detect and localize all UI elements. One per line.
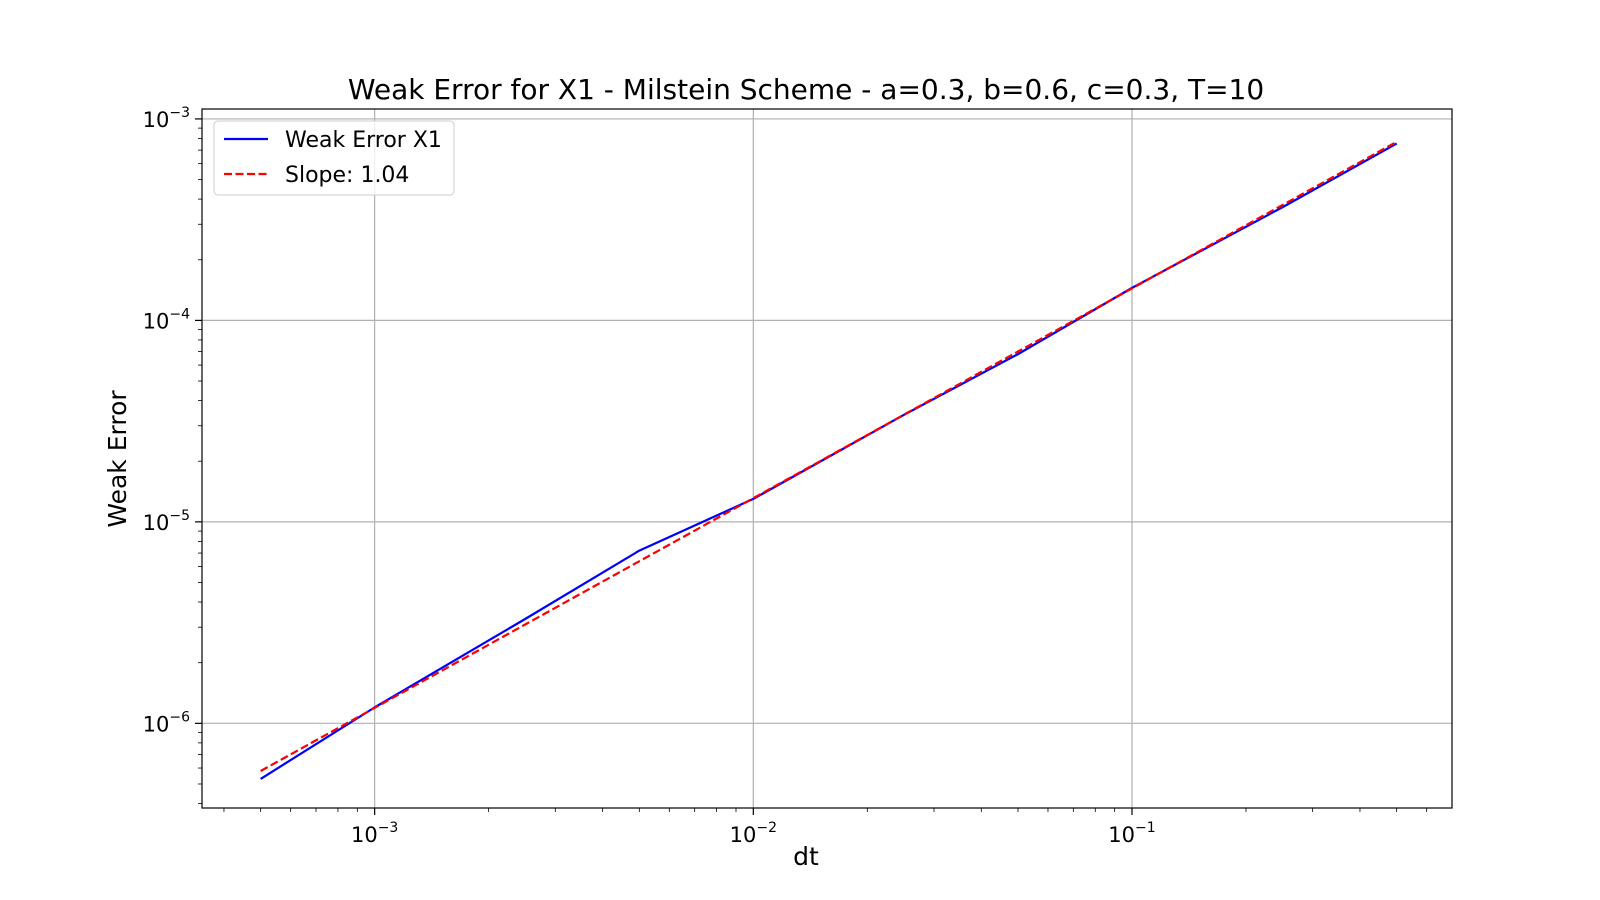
x-tick-label: 10−1 <box>1108 820 1155 847</box>
y-tick-base: 10 <box>143 108 170 132</box>
y-tick-exponent: −4 <box>169 306 190 322</box>
legend-label-2: Slope: 1.04 <box>285 163 409 188</box>
series-line-2 <box>260 140 1398 772</box>
y-tick-label: 10−3 <box>143 105 190 132</box>
y-tick-exponent: −6 <box>169 709 190 725</box>
x-tick-exponent: −1 <box>1135 820 1156 836</box>
x-tick-label: 10−3 <box>351 820 398 847</box>
y-tick-label: 10−6 <box>143 709 190 736</box>
legend-box <box>213 120 455 196</box>
series-line-1 <box>260 142 1398 780</box>
x-tick-base: 10 <box>1108 823 1135 847</box>
y-tick-exponent: −5 <box>169 508 190 524</box>
legend-label-1: Weak Error X1 <box>285 128 442 153</box>
y-tick-base: 10 <box>143 712 170 736</box>
y-tick-base: 10 <box>143 511 170 535</box>
chart-title: Weak Error for X1 - Milstein Scheme - a=… <box>348 73 1264 106</box>
x-tick-label: 10−2 <box>730 820 777 847</box>
y-axis-label: Weak Error <box>103 390 132 528</box>
legend: Weak Error X1 Slope: 1.04 <box>213 120 455 196</box>
y-tick-label: 10−4 <box>143 306 190 333</box>
x-tick-exponent: −3 <box>378 820 399 836</box>
x-axis: 10−3 10−2 10−1 <box>223 808 1428 847</box>
y-tick-exponent: −3 <box>169 105 190 121</box>
x-tick-base: 10 <box>730 823 757 847</box>
y-tick-base: 10 <box>143 309 170 333</box>
x-axis-label: dt <box>793 842 819 871</box>
grid <box>202 109 1452 808</box>
y-tick-label: 10−5 <box>143 508 190 535</box>
y-axis: 10−610−510−410−3 <box>143 105 202 804</box>
plot-area <box>201 108 1453 809</box>
x-tick-exponent: −2 <box>756 820 777 836</box>
series-layer <box>260 140 1398 780</box>
x-tick-base: 10 <box>351 823 378 847</box>
